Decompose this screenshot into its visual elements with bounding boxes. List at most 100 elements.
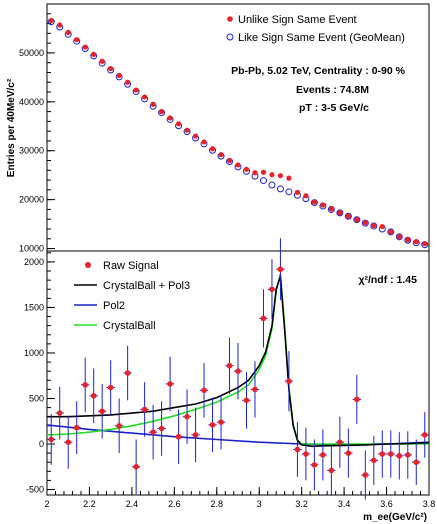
bottom-legend: Raw Signal CrystalBall + Pol3 Pol2 Cryst… — [74, 260, 190, 332]
raw-signal-point — [167, 381, 173, 387]
raw-signal-point — [235, 368, 241, 374]
like-sign-point — [387, 228, 395, 236]
unlike-sign-point — [82, 44, 88, 50]
x-tick-label: 2 — [44, 499, 49, 509]
top-y-tick-label: 30000 — [19, 146, 44, 156]
raw-signal-point — [303, 451, 309, 457]
x-axis-label: m_ee(GeV/c²) — [363, 512, 427, 523]
unlike-sign-point — [142, 94, 148, 100]
unlike-sign-point — [226, 157, 233, 164]
unlike-sign-point — [99, 58, 105, 64]
raw-signal-point — [48, 436, 55, 443]
raw-signal-point — [354, 396, 360, 403]
unlike-sign-point — [269, 172, 275, 178]
bottom-y-tick-label: 1000 — [24, 348, 44, 358]
unlike-sign-point — [235, 162, 241, 168]
top-y-tick-label: 40000 — [19, 97, 44, 107]
like-sign-point — [344, 212, 352, 220]
unlike-sign-point — [303, 193, 309, 199]
raw-signal-point — [124, 370, 131, 376]
unlike-sign-point — [277, 173, 284, 179]
raw-signal-point — [65, 439, 72, 445]
like-sign-point — [259, 177, 267, 185]
x-tick-label: 2.2 — [83, 499, 96, 509]
unlike-sign-point — [337, 210, 343, 216]
unlike-sign-point — [371, 222, 377, 229]
x-tick-label: 3.2 — [295, 499, 308, 509]
unlike-sign-point — [209, 146, 216, 152]
unlike-sign-point — [252, 170, 258, 176]
top-y-axis: 10000 20000 30000 40000 50000 — [19, 13, 55, 254]
like-sign-point — [268, 181, 276, 189]
unlike-sign-point — [311, 199, 317, 205]
unlike-sign-point — [150, 101, 156, 107]
raw-signal-point — [294, 446, 301, 453]
raw-signal-point — [141, 406, 148, 413]
top-y-tick-label: 10000 — [19, 244, 44, 254]
raw-signal-point — [396, 453, 403, 459]
fit-curve — [47, 276, 430, 448]
bottom-data-points — [47, 238, 429, 500]
legend-raw-label: Raw Signal — [103, 260, 159, 272]
raw-signal-point — [99, 408, 105, 415]
like-sign-point — [276, 185, 284, 193]
raw-signal-point — [82, 382, 88, 388]
bottom-x-axis: 2 2.2 2.4 2.6 2.8 3 3.2 3.4 3.6 3.8 — [44, 487, 435, 509]
bottom-y-tick-label: 1500 — [24, 302, 44, 312]
bottom-fit-curves — [46, 273, 430, 448]
raw-signal-point — [158, 425, 165, 432]
unlike-sign-point — [345, 213, 351, 219]
x-tick-label: 2.8 — [211, 499, 224, 509]
raw-signal-point — [413, 459, 420, 466]
legend-like-label: Like Sign Same Event (GeoMean) — [238, 32, 405, 44]
legend-raw-marker — [85, 262, 91, 268]
legend-cbpol3-label: CrystalBall + Pol3 — [103, 280, 190, 292]
raw-signal-point — [252, 386, 258, 393]
raw-signal-point — [362, 472, 369, 478]
bottom-y-tick-label: 2000 — [24, 257, 44, 267]
like-sign-point — [353, 216, 361, 224]
raw-signal-point — [133, 463, 139, 470]
unlike-sign-point — [422, 241, 428, 247]
unlike-sign-point — [388, 229, 394, 235]
unlike-sign-point — [159, 109, 165, 115]
raw-signal-point — [328, 467, 335, 474]
unlike-sign-point — [243, 166, 250, 172]
raw-signal-point — [218, 419, 224, 425]
unlike-sign-point — [413, 239, 419, 245]
info-pt: pT : 3-5 GeV/c — [299, 102, 369, 114]
raw-signal-point — [404, 452, 411, 458]
raw-signal-point — [320, 452, 326, 458]
unlike-sign-point — [192, 133, 199, 139]
legend-cb-label: CrystalBall — [103, 320, 156, 332]
x-tick-label: 3.6 — [380, 499, 393, 509]
like-sign-point — [395, 233, 403, 241]
raw-signal-point — [201, 387, 207, 394]
raw-signal-point — [107, 384, 114, 391]
raw-signal-point — [192, 432, 199, 438]
fit-curve — [46, 424, 430, 446]
unlike-sign-point — [379, 223, 385, 230]
raw-signal-point — [90, 392, 97, 399]
raw-signal-point — [337, 439, 343, 445]
unlike-sign-point — [260, 169, 267, 175]
unlike-sign-point — [405, 237, 411, 243]
raw-signal-point — [56, 410, 63, 416]
bottom-y-axis: -500 0 500 1000 1500 2000 — [24, 252, 55, 495]
unlike-sign-point — [74, 37, 80, 43]
info-collision: Pb-Pb, 5.02 TeV, Centrality : 0-90 % — [231, 65, 406, 77]
raw-signal-point — [243, 397, 250, 404]
unlike-sign-point — [116, 72, 122, 79]
unlike-sign-point — [108, 65, 114, 72]
raw-signal-point — [269, 286, 275, 293]
raw-signal-point — [286, 378, 292, 384]
legend-unlike-label: Unlike Sign Same Event — [238, 14, 357, 26]
raw-signal-point — [277, 266, 284, 273]
raw-signal-point — [345, 450, 352, 456]
x-tick-label: 3 — [257, 499, 262, 509]
raw-signal-point — [388, 451, 394, 457]
raw-signal-point — [116, 423, 122, 429]
unlike-sign-point — [201, 139, 207, 145]
x-tick-label: 3.8 — [423, 499, 436, 509]
